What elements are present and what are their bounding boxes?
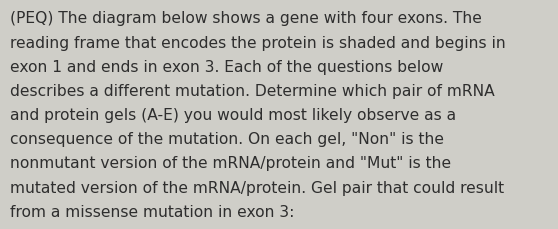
Text: and protein gels (A-E) you would most likely observe as a: and protein gels (A-E) you would most li… [10,108,456,123]
Text: describes a different mutation. Determine which pair of mRNA: describes a different mutation. Determin… [10,84,495,98]
Text: mutated version of the mRNA/protein. Gel pair that could result: mutated version of the mRNA/protein. Gel… [10,180,504,195]
Text: consequence of the mutation. On each gel, "Non" is the: consequence of the mutation. On each gel… [10,132,444,147]
Text: exon 1 and ends in exon 3. Each of the questions below: exon 1 and ends in exon 3. Each of the q… [10,60,443,74]
Text: (PEQ) The diagram below shows a gene with four exons. The: (PEQ) The diagram below shows a gene wit… [10,11,482,26]
Text: reading frame that encodes the protein is shaded and begins in: reading frame that encodes the protein i… [10,35,506,50]
Text: nonmutant version of the mRNA/protein and "Mut" is the: nonmutant version of the mRNA/protein an… [10,156,451,171]
Text: from a missense mutation in exon 3:: from a missense mutation in exon 3: [10,204,295,219]
